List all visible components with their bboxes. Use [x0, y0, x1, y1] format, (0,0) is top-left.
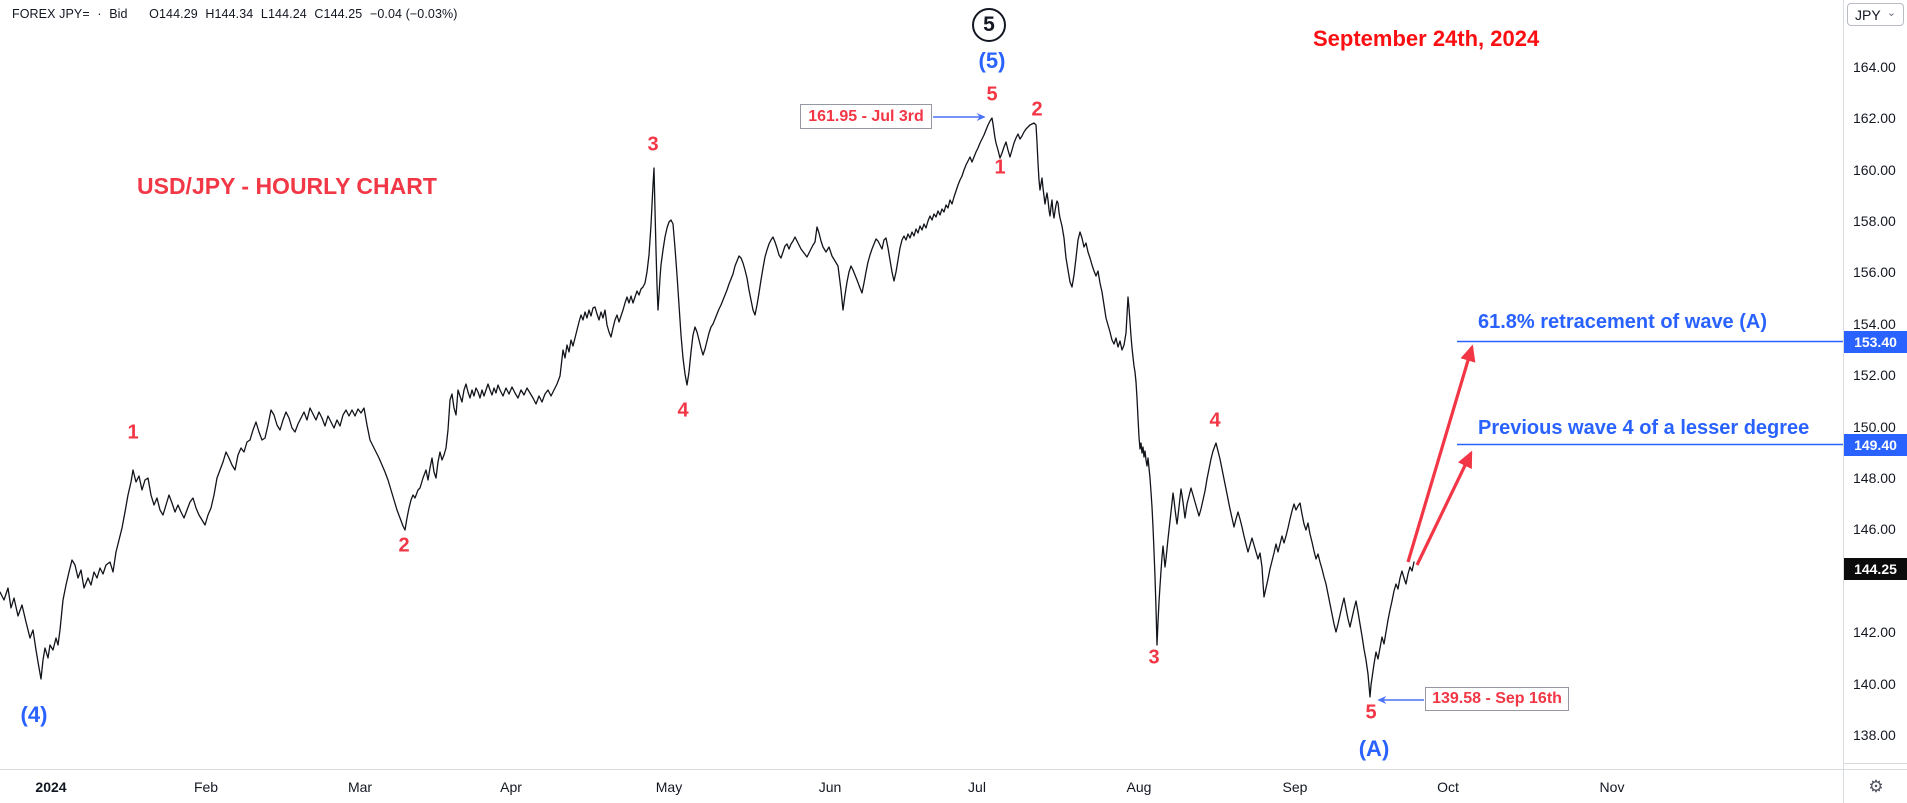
peak-price-callout: 161.95 - Jul 3rd: [800, 104, 932, 129]
time-tick-label: May: [655, 779, 683, 795]
gear-icon[interactable]: ⚙: [1868, 777, 1884, 796]
price-tick-label: 140.00: [1853, 676, 1896, 692]
ohlc-high: H144.34: [205, 7, 254, 21]
currency-selector-label: JPY: [1855, 6, 1881, 23]
retracement-note: 61.8% retracement of wave (A): [1478, 311, 1768, 333]
wave-label-red: 1: [994, 156, 1006, 179]
change-value: −0.04 (−0.03%): [369, 7, 458, 21]
wave-label-red: 4: [1209, 409, 1221, 432]
price-tick-label: 142.00: [1853, 624, 1896, 640]
symbol-name[interactable]: FOREX JPY=: [12, 7, 90, 21]
price-tick-label: 148.00: [1853, 470, 1896, 486]
legend-dot: ·: [97, 7, 102, 21]
price-tag: 149.40: [1844, 434, 1907, 456]
circled-wave-5-badge: 5: [972, 8, 1006, 42]
price-tick-label: 152.00: [1853, 367, 1896, 383]
price-line-series: [0, 117, 1415, 698]
projection-arrows: [1406, 344, 1476, 566]
ohlc-low: L144.24: [260, 7, 307, 21]
price-tag: 144.25: [1844, 558, 1907, 580]
currency-selector[interactable]: JPY ⌄: [1847, 3, 1904, 26]
wave-label-red: 5: [1365, 701, 1377, 724]
time-tick-label: Jun: [818, 779, 842, 795]
price-tag: 153.40: [1844, 331, 1907, 353]
chevron-down-icon: ⌄: [1886, 7, 1896, 19]
time-tick-label: Mar: [347, 779, 373, 795]
price-tick-label: 164.00: [1853, 59, 1896, 75]
wave-label-red: 5: [986, 83, 998, 106]
level-rays: [1457, 340, 1843, 446]
time-tick-label: Sep: [1282, 779, 1308, 795]
price-tick-label: 146.00: [1853, 521, 1896, 537]
time-axis-separator: [0, 769, 1907, 770]
price-tick-label: 156.00: [1853, 264, 1896, 280]
wave-label-blue: (A): [1358, 736, 1390, 761]
low-price-callout: 139.58 - Sep 16th: [1425, 687, 1569, 711]
price-axis[interactable]: 164.00 162.00 160.00 158.00 156.00 154.00 152.…: [1844, 0, 1907, 769]
wave-label-red: 2: [398, 534, 410, 557]
price-tick-label: 162.00: [1853, 110, 1896, 126]
price-axis-separator: [1843, 0, 1844, 803]
symbol-legend: FOREX JPY= · Bid O144.29 H144.34 L144.24…: [12, 7, 462, 21]
wave-label-red: 1: [127, 421, 139, 444]
wave-label-red: 4: [677, 399, 689, 422]
time-tick-label: Oct: [1437, 779, 1459, 795]
chart-title: USD/JPY - HOURLY CHART: [137, 173, 437, 199]
price-tick-label: 160.00: [1853, 162, 1896, 178]
time-axis[interactable]: 2024 Feb Mar Apr May Jun Jul Aug Sep Oct Nov: [0, 770, 1843, 803]
wave-label-blue: (5): [978, 48, 1006, 73]
price-tick-label: 138.00: [1853, 727, 1896, 743]
price-tick-label: 150.00: [1853, 419, 1896, 435]
feed-type: Bid: [109, 7, 128, 21]
date-note: September 24th, 2024: [1313, 26, 1540, 51]
axis-corner-separator: [1844, 763, 1907, 764]
time-tick-label: 2024: [35, 779, 67, 795]
price-tick-label: 154.00: [1853, 316, 1896, 332]
time-tick-label: Apr: [500, 779, 522, 795]
time-tick-label: Feb: [193, 779, 219, 795]
time-tick-label: Nov: [1599, 779, 1625, 795]
ohlc-close: C144.25: [314, 7, 363, 21]
wave-label-blue: (4): [20, 702, 48, 727]
wave-label-red: 3: [647, 133, 659, 156]
time-tick-label: Jul: [968, 779, 986, 795]
wave-label-red: 2: [1031, 98, 1043, 121]
wave-label-red: 3: [1148, 646, 1160, 669]
price-tick-label: 158.00: [1853, 213, 1896, 229]
prev-wave-note: Previous wave 4 of a lesser degree: [1478, 417, 1810, 439]
ohlc-open: O144.29: [149, 7, 198, 21]
callout-arrows: [933, 112, 1424, 705]
time-tick-label: Aug: [1126, 779, 1152, 795]
